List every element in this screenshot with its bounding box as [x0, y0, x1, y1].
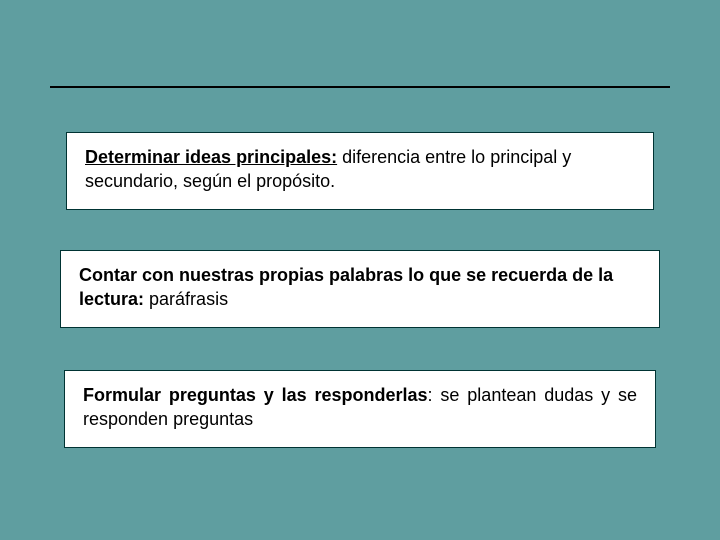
info-box-1: Determinar ideas principales: diferencia… — [66, 132, 654, 210]
info-box-2: Contar con nuestras propias palabras lo … — [60, 250, 660, 328]
info-box-3: Formular preguntas y las responderlas: s… — [64, 370, 656, 448]
box2-body: paráfrasis — [144, 289, 228, 309]
horizontal-divider — [50, 86, 670, 88]
box1-title: Determinar ideas principales: — [85, 147, 337, 167]
box3-title: Formular preguntas y las responderlas — [83, 385, 428, 405]
